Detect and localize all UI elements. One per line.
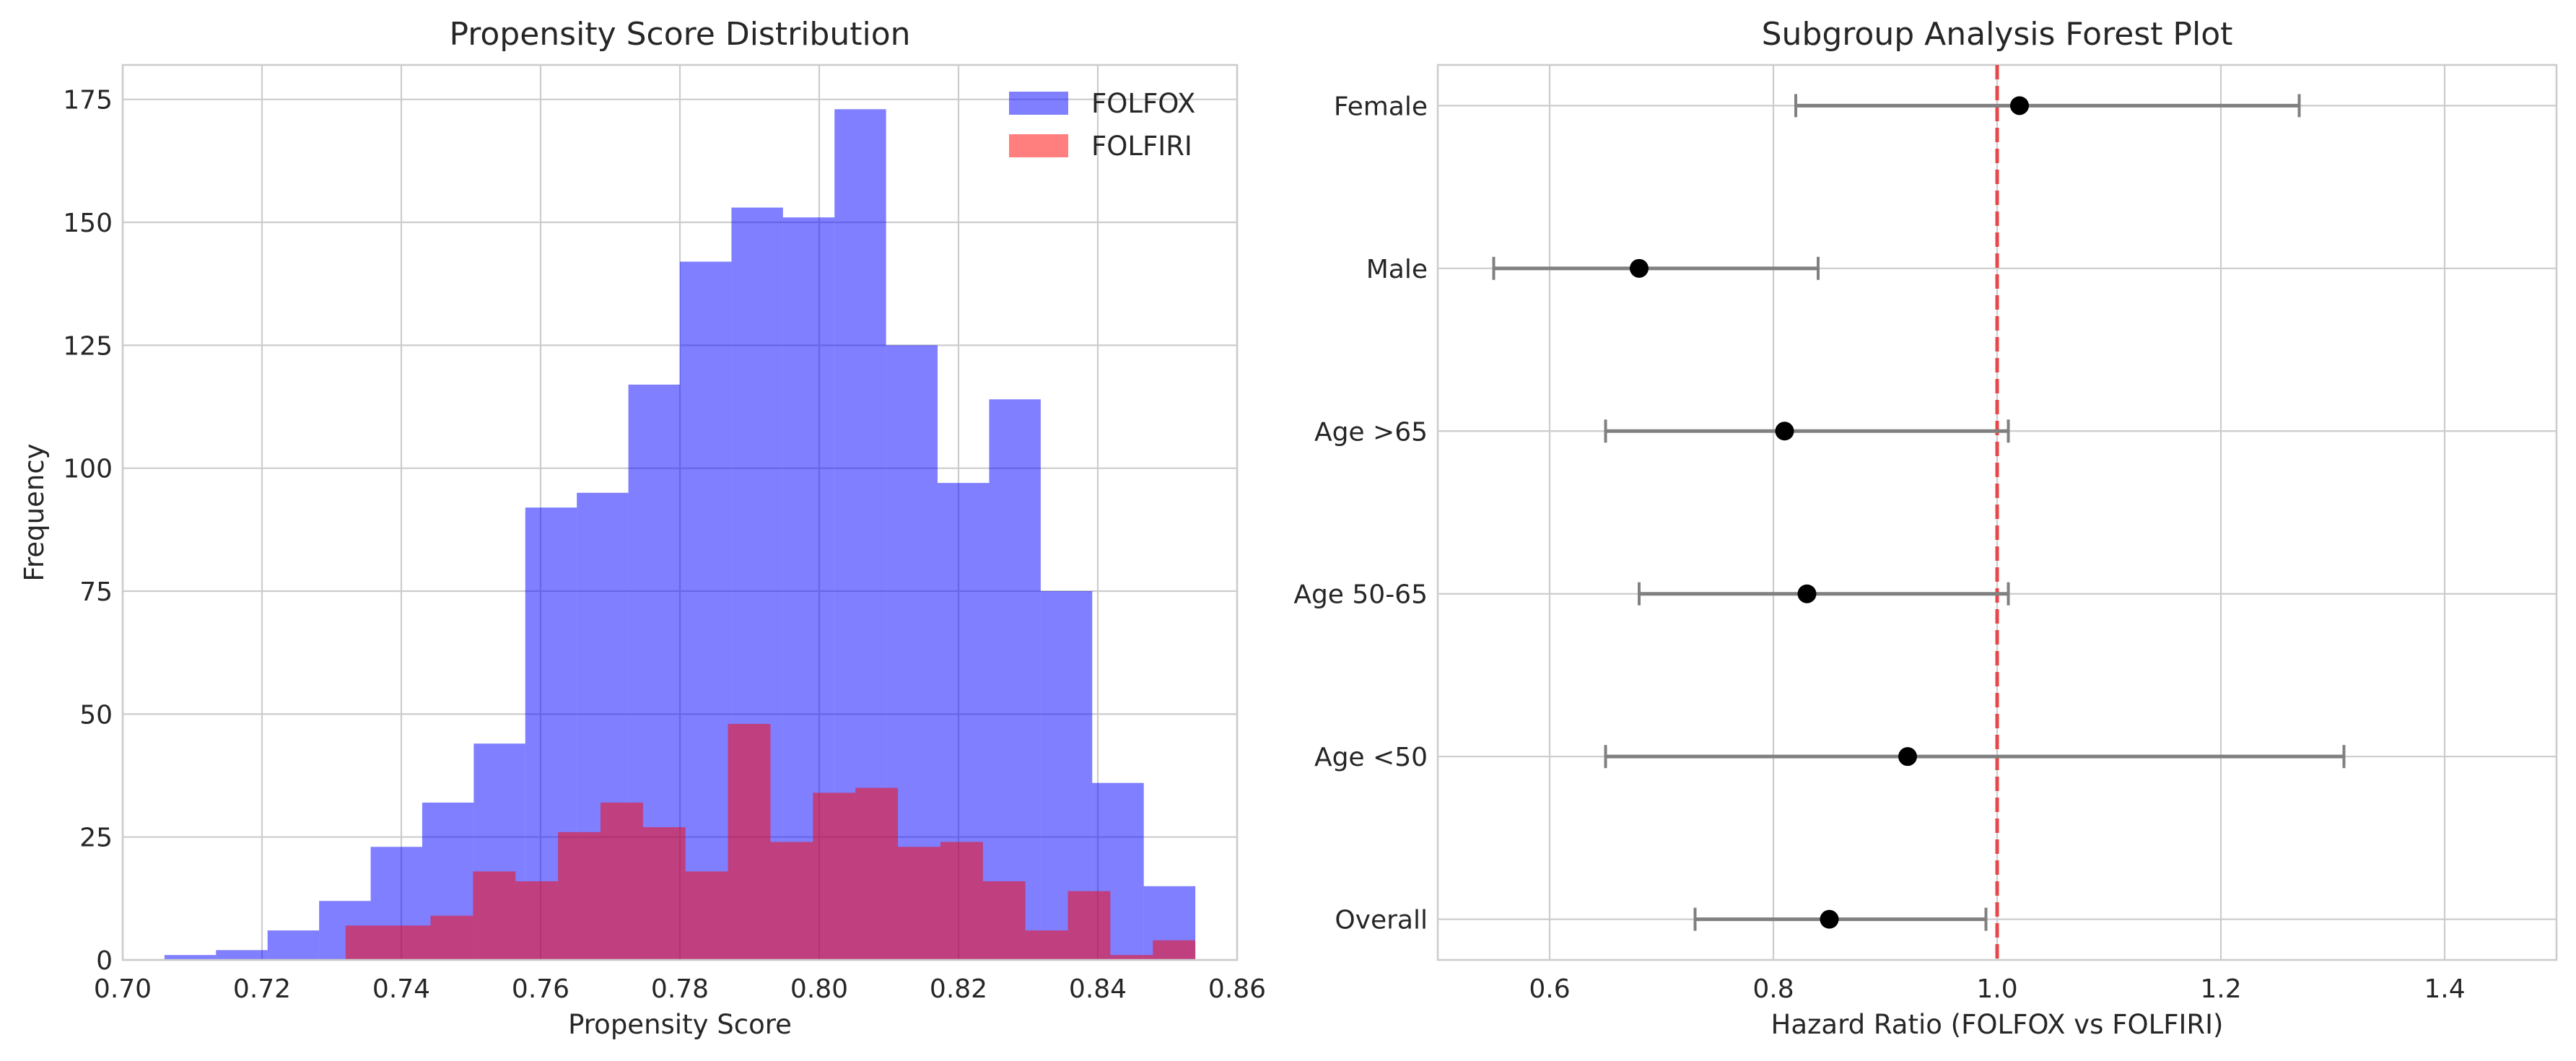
histogram-bar-folfox <box>680 261 732 960</box>
histogram-x-tick-labels: 0.70 0.72 0.74 0.76 0.78 0.80 0.82 0.84 0.86 <box>94 974 1266 1004</box>
histogram-bar-folfiri <box>770 842 813 960</box>
histogram-bar-folfiri <box>345 925 388 960</box>
histogram-bar-folfiri <box>388 925 431 960</box>
histogram-bar-folfiri <box>813 793 856 960</box>
histogram-y-tick-labels: 0 25 50 75 100 125 150 175 <box>63 86 113 976</box>
forest-plot-x-tick-label: 1.2 <box>2200 974 2241 1004</box>
hazard-ratio-point <box>1630 258 1649 278</box>
forest-plot-x-tick-label: 0.6 <box>1529 974 1570 1004</box>
histogram-bar-folfox <box>164 955 217 960</box>
histogram-bar-folfiri <box>685 871 728 960</box>
histogram-x-tick-label: 0.74 <box>372 974 430 1004</box>
forest-plot-marks <box>1492 94 2346 931</box>
histogram-bar-folfiri <box>600 802 643 960</box>
histogram-x-tick-label: 0.80 <box>790 974 848 1004</box>
histogram-bar-folfox <box>267 930 320 960</box>
histogram-x-tick-label: 0.78 <box>651 974 709 1004</box>
histogram-title: Propensity Score Distribution <box>449 16 910 53</box>
forest-plot-x-tick-label: 1.0 <box>1976 974 2017 1004</box>
forest-plot-x-axis-label: Hazard Ratio (FOLFOX vs FOLFIRI) <box>1771 1009 2224 1040</box>
histogram-legend: FOLFOX FOLFIRI <box>1009 88 1195 162</box>
forest-row-overall <box>1693 907 1988 931</box>
histogram-x-tick-label: 0.84 <box>1069 974 1127 1004</box>
subgroup-label-age-65: Age >65 <box>1314 417 1428 447</box>
hazard-ratio-point <box>2010 96 2029 115</box>
histogram-y-tick-label: 150 <box>63 209 113 238</box>
histogram-plot-frame <box>121 64 1239 961</box>
histogram-panel: 0.70 0.72 0.74 0.76 0.78 0.80 0.82 0.84 0.86 0 25… <box>19 16 1266 1040</box>
histogram-bar-folfiri <box>558 831 601 960</box>
hazard-ratio-point <box>1898 747 1917 767</box>
histogram-series-folfiri <box>345 723 1196 960</box>
subgroup-label-age-50-65: Age 50-65 <box>1293 580 1428 610</box>
histogram-x-tick-label: 0.82 <box>930 974 987 1004</box>
legend-swatch-folfiri <box>1009 134 1068 157</box>
forest-row-male <box>1492 256 1820 280</box>
histogram-bar-folfiri <box>430 915 473 960</box>
histogram-bar-folfiri <box>855 787 899 960</box>
hazard-ratio-point <box>1820 909 1839 929</box>
forest-plot-x-tick-label: 0.8 <box>1752 974 1794 1004</box>
histogram-y-tick-label: 75 <box>79 577 113 607</box>
histogram-y-tick-label: 175 <box>63 86 113 115</box>
forest-row-female <box>1794 94 2301 118</box>
histogram-bar-folfiri <box>515 881 559 960</box>
forest-plot-x-tick-labels: 0.6 0.8 1.0 1.2 1.4 <box>1529 974 2465 1004</box>
histogram-bar-folfiri <box>1110 955 1153 960</box>
forest-row-age-50 <box>1604 745 2346 769</box>
histogram-bar-folfiri <box>473 871 516 960</box>
forest-plot-x-tick-label: 1.4 <box>2424 974 2465 1004</box>
legend-swatch-folfox <box>1009 92 1068 115</box>
histogram-x-tick-label: 0.86 <box>1208 974 1266 1004</box>
histogram-x-tick-label: 0.72 <box>233 974 291 1004</box>
legend-label-folfox: FOLFOX <box>1091 88 1195 119</box>
histogram-bar-folfiri <box>898 847 940 960</box>
subgroup-label-female: Female <box>1334 92 1428 121</box>
forest-row-age-65 <box>1604 419 2010 443</box>
histogram-bar-folfiri <box>982 881 1026 960</box>
histogram-y-tick-label: 0 <box>96 946 113 976</box>
histogram-bars <box>164 109 1196 961</box>
histogram-bar-folfox <box>989 399 1041 960</box>
hazard-ratio-point <box>1775 422 1794 441</box>
histogram-x-tick-label: 0.76 <box>512 974 569 1004</box>
subgroup-label-male: Male <box>1366 255 1428 284</box>
forest-row-age-50-65 <box>1638 582 2010 606</box>
subgroup-label-age-50: Age <50 <box>1314 743 1428 772</box>
subgroup-label-overall: Overall <box>1335 906 1428 935</box>
histogram-bar-folfox <box>216 950 268 960</box>
forest-plot-subgroup-labels: Female Male Age >65 Age 50-65 Age <50 Overall <box>1293 92 1428 935</box>
histogram-bar-folfiri <box>1153 940 1196 960</box>
legend-label-folfiri: FOLFIRI <box>1091 131 1192 162</box>
histogram-bar-folfiri <box>642 827 686 960</box>
histogram-bar-folfiri <box>1025 930 1068 960</box>
forest-plot-title: Subgroup Analysis Forest Plot <box>1762 16 2233 53</box>
histogram-bar-folfiri <box>728 723 771 960</box>
histogram-bar-folfiri <box>940 842 983 960</box>
forest-plot-panel: 0.6 0.8 1.0 1.2 1.4 Female Male Age >65 Age 50-… <box>1293 16 2558 1040</box>
histogram-y-tick-label: 25 <box>79 824 113 853</box>
histogram-y-tick-label: 100 <box>63 455 113 484</box>
histogram-bar-folfiri <box>1067 891 1111 960</box>
histogram-y-axis-label: Frequency <box>19 443 50 581</box>
histogram-x-axis-label: Propensity Score <box>568 1009 792 1040</box>
histogram-x-tick-label: 0.70 <box>94 974 152 1004</box>
hazard-ratio-point <box>1797 584 1817 603</box>
histogram-y-tick-label: 50 <box>79 700 113 730</box>
histogram-y-tick-label: 125 <box>63 331 113 361</box>
